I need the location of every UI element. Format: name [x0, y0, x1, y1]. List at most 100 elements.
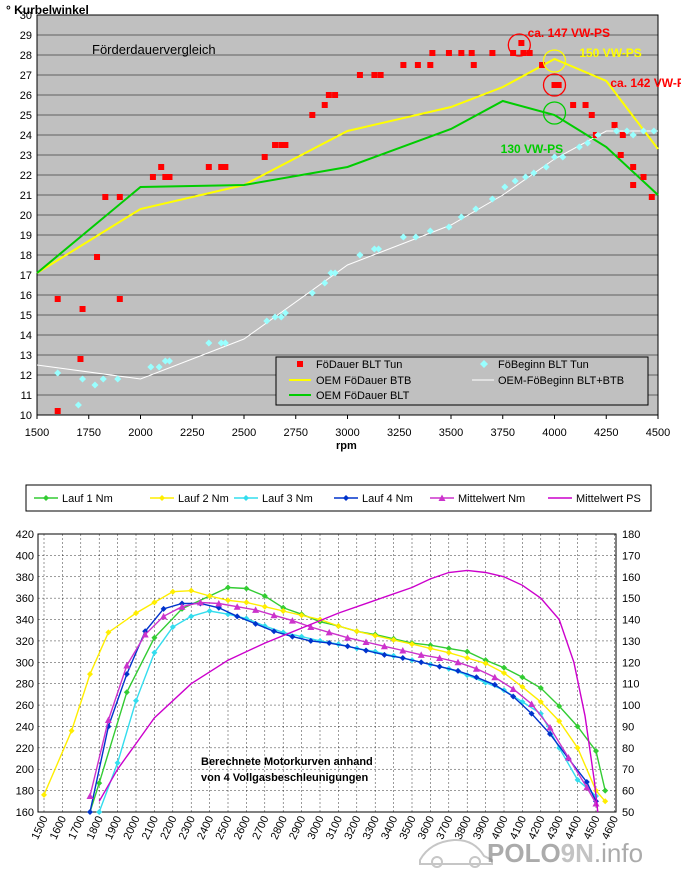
chart1-point-cyan-diamond: [147, 363, 155, 371]
chart2-x-tick-label: 2000: [121, 814, 142, 841]
chart2-point-diamond: [363, 647, 369, 654]
chart1-point-cyan-diamond: [623, 127, 631, 135]
chart2-x-tick-label: 1800: [85, 814, 106, 841]
chart1-y-tick-label: 26: [20, 90, 32, 102]
chart-1: ° Kurbelwinkel 10 11 12 13 14 15 16 17 18 19 20 21 2…: [6, 3, 681, 452]
chart2-y2-tick-label: 170: [622, 550, 640, 562]
chart1-point-red-square: [630, 182, 637, 188]
chart2-point-diamond: [105, 629, 112, 636]
chart2-x-tick-label: 2400: [195, 814, 216, 841]
chart2-y2-tick-label: 90: [622, 721, 634, 733]
chart1-point-red-square: [640, 174, 647, 180]
chart2-x-tick-label: 2700: [250, 814, 271, 841]
chart2-point-diamond: [427, 642, 434, 649]
chart1-y-tick-labels: 10 11 12 13 14 15 16 17 18 19 20 21 22 23 24 25 26 27 28 29…: [20, 10, 32, 422]
chart2-point-diamond: [234, 613, 241, 620]
chart2-point-diamond: [225, 584, 231, 591]
chart2-y2-tick-label: 60: [622, 786, 634, 798]
chart2-legend-label: Lauf 1 Nm: [62, 493, 113, 505]
chart1-point-cyan-diamond: [511, 177, 519, 185]
chart1-y-tick-label: 21: [20, 190, 32, 202]
chart2-point-triangle: [307, 623, 315, 631]
chart2-x-tick-label: 2100: [140, 814, 161, 841]
chart2-annotation-line2: von 4 Vollgasbeschleunigungen: [201, 772, 369, 784]
chart2-point-diamond: [353, 628, 360, 635]
chart2-y2-tick-label: 150: [622, 593, 640, 605]
chart2-point-diamond: [473, 674, 480, 681]
chart2-point-triangle: [546, 724, 554, 731]
chart1-point-cyan-diamond: [281, 309, 289, 317]
chart1-point-red-square: [570, 102, 577, 108]
chart1-x-tick-labels: 1500 1750 2000 2250 2500 2750 3000 3250 3500 3750…: [25, 415, 670, 439]
chart1-point-red-square: [54, 408, 61, 414]
chart1-point-cyan-diamond: [155, 363, 163, 371]
chart1-y-tick-label: 29: [20, 30, 32, 42]
chart2-point-diamond: [574, 723, 581, 730]
chart2-point-diamond: [41, 791, 47, 798]
chart1-point-red-square: [468, 50, 475, 56]
chart2-x-tick-label: 3200: [342, 814, 363, 841]
chart2-point-diamond: [436, 663, 443, 670]
chart2-point-diamond: [482, 660, 489, 667]
chart1-legend-box: [275, 356, 649, 406]
chart1-point-cyan-diamond: [321, 279, 329, 287]
chart1-point-red-square: [518, 40, 525, 46]
chart1-point-cyan-diamond: [399, 233, 407, 241]
legend-marker-cyan-diamond: [480, 360, 488, 368]
chart1-y-tick-label: 25: [20, 110, 32, 122]
chart2-y2-tick-label: 100: [622, 700, 640, 712]
chart2-x-tick-label: 2300: [177, 814, 198, 841]
chart1-point-cyan-diamond: [530, 169, 538, 177]
chart1-point-red-square: [54, 296, 61, 302]
chart1-point-red-square: [282, 142, 289, 148]
chart2-x-tick-label: 2600: [232, 814, 253, 841]
chart1-x-tick-label: 1750: [77, 427, 101, 439]
chart2-legend-label: Mittelwert PS: [576, 493, 641, 505]
chart2-point-diamond: [225, 597, 231, 604]
legend-marker-red-square: [297, 361, 303, 367]
chart2-point-diamond: [418, 659, 425, 666]
chart2-point-diamond: [528, 710, 535, 717]
chart1-point-cyan-diamond: [629, 131, 637, 139]
chart1-x-tick-label: 2000: [128, 427, 152, 439]
chart1-point-cyan-diamond: [114, 375, 122, 383]
chart2-point-diamond: [455, 667, 461, 674]
chart1-point-cyan-diamond: [445, 223, 453, 231]
chart2-y-tick-label: 320: [16, 636, 34, 648]
chart-2: Lauf 1 Nm Lauf 2 Nm Lauf 3 Nm Lauf 4 Nm Mitt…: [16, 484, 652, 841]
chart1-x-tick-label: 3750: [491, 427, 515, 439]
chart2-legend-marker: [43, 495, 49, 501]
chart1-series-line-2: [36, 57, 659, 274]
chart1-point-cyan-diamond: [412, 233, 420, 241]
chart2-point-diamond: [151, 649, 158, 656]
chart1-point-red-square: [149, 174, 156, 180]
chart1-x-tick-label: 3000: [335, 427, 359, 439]
chart1-point-cyan-diamond: [99, 375, 107, 383]
legend-label-oem-btb: OEM FöDauer BTB: [316, 375, 411, 387]
chart2-point-diamond: [169, 588, 176, 595]
chart2-point-diamond: [464, 648, 471, 655]
chart1-point-red-square: [470, 62, 477, 68]
chart1-y-tick-label: 20: [20, 210, 32, 222]
chart2-point-diamond: [243, 585, 250, 592]
chart1-point-red-square: [116, 194, 123, 200]
chart2-point-triangle: [583, 783, 591, 791]
chart2-point-triangle: [592, 799, 600, 807]
chart1-point-red-square: [445, 50, 452, 56]
chart1-point-cyan-diamond: [542, 163, 550, 171]
chart1-y-tick-label: 30: [20, 10, 32, 22]
chart1-ylabel: ° Kurbelwinkel: [6, 3, 89, 17]
watermark-text: POLO9N.info: [487, 838, 643, 868]
chart2-x-tick-label: 3400: [379, 814, 400, 841]
chart1-point-red-square: [510, 50, 517, 56]
chart1-y-tick-label: 23: [20, 150, 32, 162]
chart2-x-tick-label: 2800: [269, 814, 290, 841]
chart1-highlight-circle: [542, 101, 567, 125]
chart1-point-cyan-diamond: [79, 375, 87, 383]
chart1-point-cyan-diamond: [594, 131, 602, 139]
chart1-highlight-circle: [507, 33, 531, 57]
chart2-point-triangle: [233, 603, 241, 610]
chart1-point-cyan-diamond: [217, 339, 225, 347]
chart2-point-diamond: [519, 674, 526, 681]
chart2-point-triangle: [141, 631, 149, 638]
